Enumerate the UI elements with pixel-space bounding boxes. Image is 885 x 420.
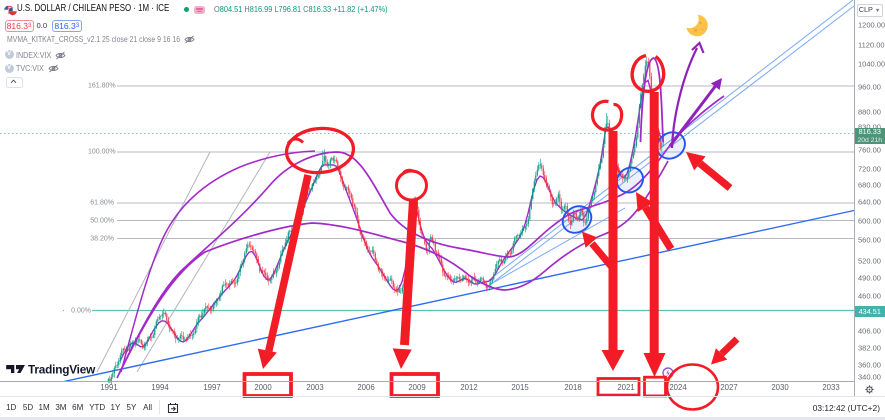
svg-text:TradingView: TradingView	[28, 363, 96, 377]
